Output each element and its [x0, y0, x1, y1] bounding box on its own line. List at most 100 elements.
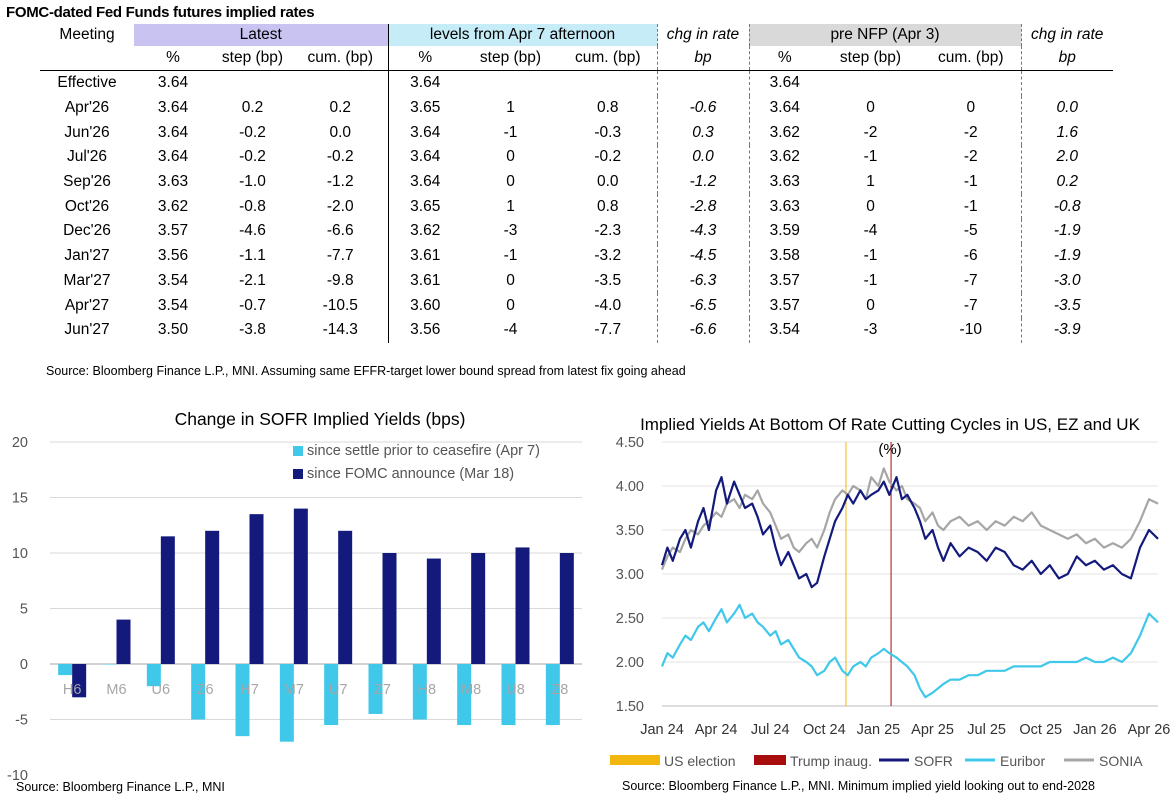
table-row: Dec'26 3.57 -4.6 -6.6 3.62 -3 -2.3 -4.3 3.59 -4 -5…: [40, 219, 1113, 244]
value-cell: -1.2: [326, 173, 354, 191]
bar-y-tick-label: 0: [20, 657, 28, 673]
value-cell: 3.57: [157, 222, 189, 240]
line-y-tick-label: 4.00: [616, 479, 644, 495]
bar-ceasefire: [324, 664, 339, 726]
line-chart-subtitle: (%): [878, 441, 901, 458]
meeting-cell: Jun'27: [64, 321, 110, 339]
bar-chart-gridlines: [50, 441, 582, 720]
sub-header-11: bp: [1020, 46, 1113, 71]
bar-chart-source: Source: Bloomberg Finance L.P., MNI: [16, 780, 225, 794]
bar-y-tick-label: -5: [15, 713, 28, 729]
bar-fomc: [160, 536, 175, 664]
meeting-cell: Sep'26: [63, 173, 111, 191]
value-cell: 0: [506, 148, 515, 166]
value-cell: 3.64: [769, 99, 800, 117]
value-cell: 0: [866, 99, 875, 117]
value-cell: 0.2: [329, 99, 352, 117]
sofr-line: [660, 476, 1159, 589]
value-cell: -1: [503, 247, 518, 265]
value-cell: 1.6: [1020, 120, 1113, 146]
bar-fomc: [249, 514, 264, 664]
group-header-3: chg in rate: [656, 24, 750, 46]
bar-ceasefire: [368, 664, 383, 714]
value-cell: 3.64: [387, 169, 462, 195]
sub-header-10: cum. (bp): [921, 46, 1021, 71]
bar-ceasefire: [457, 664, 472, 726]
value-cell: -0.2: [326, 148, 354, 166]
table-row: Apr'26 3.64 0.2 0.2 3.65 1 0.8 -0.6 3.64 0 0 0.0: [40, 95, 1113, 121]
table-row: Sep'26 3.63 -1.0 -1.2 3.64 0 0.0 -1.2 3.63 1 -1 0.2: [40, 169, 1113, 195]
value-cell: 3.64: [157, 123, 189, 141]
value-cell: 0.2: [241, 99, 264, 117]
value-cell: 3.64: [387, 70, 462, 96]
legend-swatch-us-election: [610, 755, 660, 765]
bar-fomc: [559, 553, 574, 664]
value-cell: -1.9: [1020, 219, 1113, 244]
value-cell: 3.62: [769, 123, 800, 141]
value-cell: 3.54: [769, 321, 800, 339]
value-cell: -3: [503, 222, 518, 240]
group-header-0: Meeting: [59, 26, 115, 43]
value-cell: 3.63: [769, 197, 800, 215]
value-cell: -4.3: [656, 219, 750, 244]
meeting-cell: Jan'27: [64, 247, 110, 265]
value-cell: -0.2: [239, 123, 266, 141]
value-cell: -7.7: [594, 321, 622, 339]
bar-fomc: [116, 619, 131, 664]
line-y-tick-label: 3.00: [616, 567, 644, 583]
value-cell: 3.65: [387, 194, 462, 220]
value-cell: 3.54: [157, 271, 189, 289]
legend-swatch-fomc: [293, 469, 303, 479]
bar-y-tick-label: 5: [20, 602, 28, 618]
bar-x-tick-label: M8: [461, 682, 481, 698]
value-cell: -0.8: [239, 197, 266, 215]
line-chart-x-axis: Jan 24 Apr 24 Jul 24 Oct 24 Jan 25 Apr 25 Jul …: [640, 722, 1170, 738]
bar-fomc: [426, 558, 441, 664]
line-chart-series: [660, 467, 1159, 699]
fomc-rates-table: Meeting Latest levels from Apr 7 afternoon…: [40, 24, 1113, 343]
value-cell: -1: [963, 197, 978, 215]
value-cell: -4.5: [656, 243, 750, 269]
value-cell: 0.0: [596, 173, 619, 191]
value-cell: 0: [966, 99, 976, 117]
table-row: Jul'26 3.64 -0.2 -0.2 3.64 0 -0.2 0.0 3.62 -1 -2 2.…: [40, 145, 1113, 170]
group-header-4: pre NFP (Apr 3): [749, 24, 1021, 46]
value-cell: -4.6: [239, 222, 266, 240]
value-cell: [656, 70, 750, 96]
bar-chart-bars: [58, 508, 574, 742]
sub-header-1: %: [134, 46, 212, 71]
value-cell: -6.6: [656, 317, 750, 343]
bar-y-tick-label: 15: [12, 491, 28, 507]
value-cell: -6.6: [326, 222, 354, 240]
sub-header-6: cum. (bp): [559, 46, 657, 71]
bar-fomc: [515, 547, 530, 664]
sonia-line: [660, 467, 1159, 571]
meeting-cell: Apr'27: [64, 296, 110, 314]
table-row: Effective 3.64 3.64 3.64: [40, 70, 1113, 96]
value-cell: 0.2: [1020, 169, 1113, 195]
value-cell: [462, 71, 559, 96]
bar-ceasefire: [501, 664, 516, 726]
meeting-cell: Mar'27: [63, 271, 111, 289]
line-chart-legend: US election Trump inaug. SOFR Euribor SO…: [610, 753, 1143, 769]
line-x-tick-label: Oct 24: [803, 722, 846, 738]
value-cell: -2: [963, 123, 978, 141]
value-cell: -7.7: [326, 247, 354, 265]
value-cell: -3.5: [1020, 293, 1113, 318]
group-header-1: Latest: [134, 24, 388, 46]
line-chart-source: Source: Bloomberg Finance L.P., MNI. Min…: [622, 779, 1095, 793]
legend-label-trump-inaug: Trump inaug.: [790, 753, 872, 769]
value-cell: 3.60: [387, 293, 462, 318]
line-x-tick-label: Jan 26: [1073, 722, 1117, 738]
bar-chart-x-axis: H6 M6 U6 Z6 H7 M7 U7 Z7 H8 M8 U8 Z8: [63, 682, 568, 698]
line-chart-gridlines: [662, 441, 1158, 707]
value-cell: 0: [866, 197, 875, 215]
line-x-tick-label: Jul 24: [751, 722, 790, 738]
bar-ceasefire: [412, 664, 427, 720]
value-cell: 3.56: [157, 247, 189, 265]
sub-header-9: step (bp): [820, 46, 921, 71]
table-row: Jan'27 3.56 -1.1 -7.7 3.61 -1 -3.2 -4.5 3.58 -1 -6…: [40, 243, 1113, 269]
value-cell: 0.0: [656, 145, 750, 170]
value-cell: -3.8: [239, 321, 266, 339]
value-cell: 3.56: [387, 317, 462, 343]
